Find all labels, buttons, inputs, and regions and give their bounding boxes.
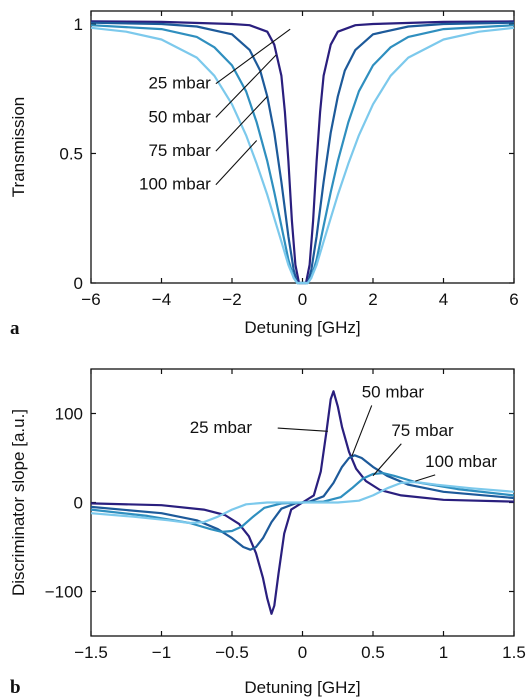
annotation-leader [351, 405, 373, 457]
annotation-label: 50 mbar [148, 107, 211, 126]
annotation-label: 75 mbar [391, 421, 454, 440]
x-tick-label: −1 [152, 643, 171, 662]
ticks-b: −1.5 −1 −0.5 0 0.5 1 1.5 −100 0 100 [45, 369, 526, 662]
x-tick-label: 1 [439, 643, 448, 662]
y-tick-label: 0 [74, 494, 83, 513]
x-tick-label: −2 [222, 290, 241, 309]
y-tick-label: −100 [45, 583, 83, 602]
x-axis-label-a: Detuning [GHz] [244, 318, 360, 337]
y-tick-label: 100 [55, 405, 83, 424]
annotation-leader [415, 474, 436, 482]
annotation-leader [372, 443, 402, 477]
x-tick-label: −1.5 [74, 643, 108, 662]
annotations-a: 25 mbar 50 mbar 75 mbar 100 mbar [139, 28, 291, 194]
y-tick-label: 0.5 [59, 144, 83, 163]
x-tick-label: 0 [298, 290, 307, 309]
annotation-leader [277, 427, 328, 432]
x-tick-label: −0.5 [215, 643, 249, 662]
annotation-label: 25 mbar [148, 74, 211, 93]
panel-letter-b: b [10, 677, 21, 698]
x-tick-label: 0.5 [361, 643, 385, 662]
annotation-leader [215, 96, 268, 152]
annotation-leader [215, 28, 291, 85]
x-tick-label: 1.5 [502, 643, 526, 662]
y-tick-label: 0 [74, 274, 83, 293]
x-tick-label: −4 [152, 290, 171, 309]
x-tick-label: 0 [298, 643, 307, 662]
y-axis-label-a: Transmission [9, 97, 28, 197]
chart-panel-a: −6 −4 −2 0 2 4 6 0 0.5 1 25 mbar 50 mbar 75 mbar 100… [9, 10, 519, 339]
annotation-label: 25 mbar [190, 418, 253, 437]
annotations-b: 25 mbar 50 mbar 75 mbar 100 mbar [190, 382, 497, 482]
y-tick-label: 1 [74, 15, 83, 34]
annotation-leader [215, 140, 258, 186]
series-line-100-mbar [90, 26, 515, 285]
annotation-label: 100 mbar [139, 175, 211, 194]
x-tick-label: 4 [439, 290, 448, 309]
annotation-label: 100 mbar [425, 452, 497, 471]
annotation-leader [215, 54, 277, 118]
x-tick-label: 2 [368, 290, 377, 309]
chart-panel-b: −1.5 −1 −0.5 0 0.5 1 1.5 −100 0 100 25 mbar 50 mba… [9, 368, 526, 698]
x-tick-label: 6 [509, 290, 518, 309]
series-line-100-mbar [90, 480, 515, 525]
y-axis-label-b: Discriminator slope [a.u.] [9, 409, 28, 596]
annotation-label: 50 mbar [362, 382, 425, 401]
series-lines-a [90, 20, 515, 285]
x-axis-label-b: Detuning [GHz] [244, 678, 360, 697]
series-lines-b [90, 390, 515, 615]
x-tick-label: −6 [81, 290, 100, 309]
annotation-label: 75 mbar [148, 141, 211, 160]
panel-letter-a: a [10, 318, 20, 339]
